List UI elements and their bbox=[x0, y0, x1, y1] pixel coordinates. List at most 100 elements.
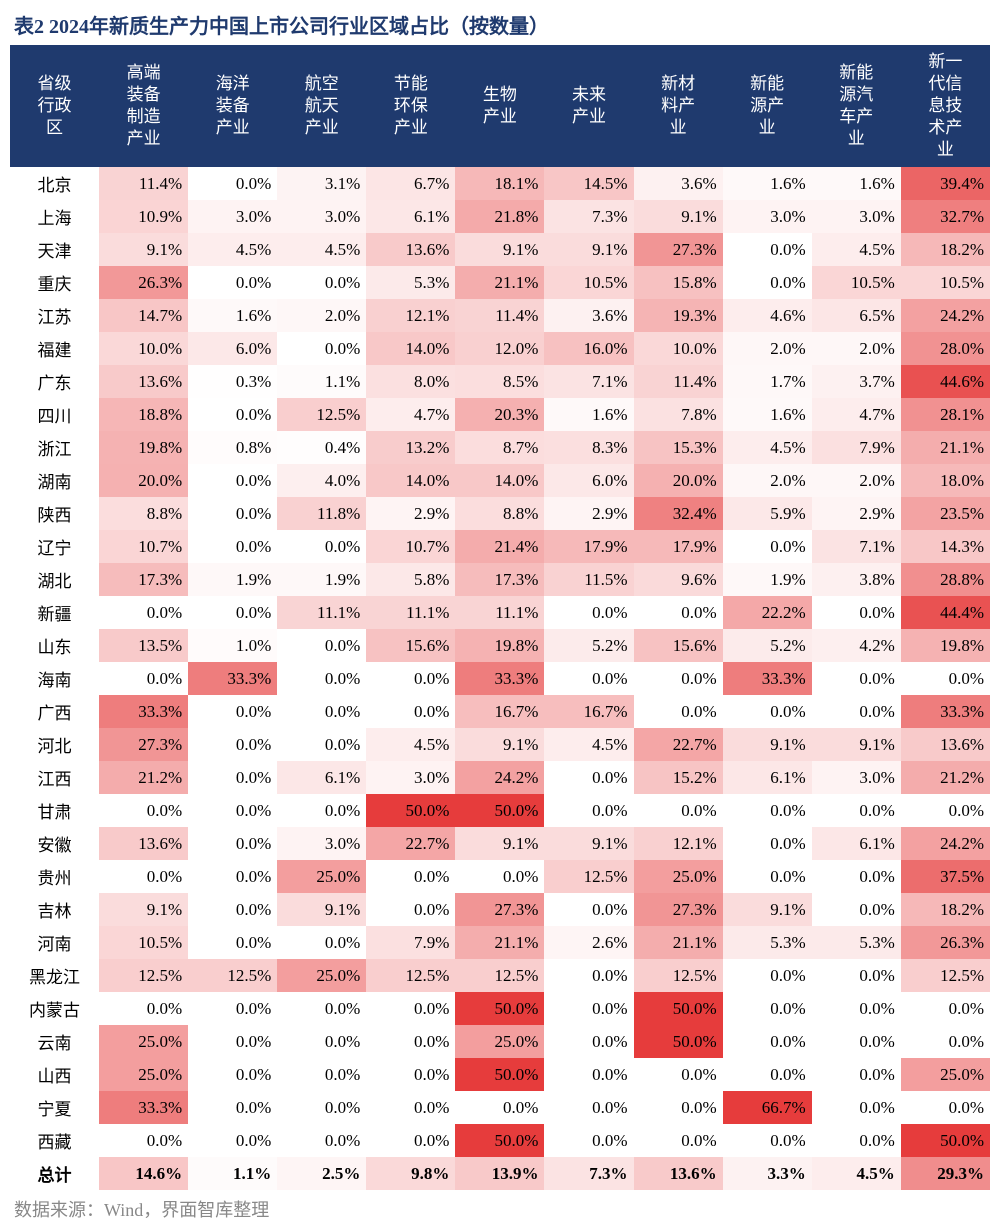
data-cell: 0.0% bbox=[723, 794, 812, 827]
data-cell: 19.3% bbox=[634, 299, 723, 332]
data-cell: 1.6% bbox=[188, 299, 277, 332]
data-cell: 8.8% bbox=[99, 497, 188, 530]
data-cell: 2.0% bbox=[812, 464, 901, 497]
data-cell: 6.1% bbox=[812, 827, 901, 860]
row-header: 吉林 bbox=[10, 893, 99, 926]
data-cell: 0.0% bbox=[277, 926, 366, 959]
data-cell: 0.0% bbox=[812, 992, 901, 1025]
data-cell: 12.0% bbox=[455, 332, 544, 365]
table-row: 陕西8.8%0.0%11.8%2.9%8.8%2.9%32.4%5.9%2.9%… bbox=[10, 497, 990, 530]
data-cell: 21.2% bbox=[901, 761, 990, 794]
data-cell: 3.7% bbox=[812, 365, 901, 398]
data-cell: 0.0% bbox=[723, 959, 812, 992]
data-cell: 21.1% bbox=[455, 266, 544, 299]
data-cell: 9.1% bbox=[455, 827, 544, 860]
data-cell: 0.0% bbox=[812, 1058, 901, 1091]
data-cell: 0.0% bbox=[901, 992, 990, 1025]
data-cell: 1.1% bbox=[277, 365, 366, 398]
table-row: 甘肃0.0%0.0%0.0%50.0%50.0%0.0%0.0%0.0%0.0%… bbox=[10, 794, 990, 827]
data-cell: 0.0% bbox=[723, 992, 812, 1025]
data-cell: 0.0% bbox=[812, 596, 901, 629]
data-cell: 12.1% bbox=[634, 827, 723, 860]
data-cell: 10.5% bbox=[812, 266, 901, 299]
row-header: 重庆 bbox=[10, 266, 99, 299]
row-header: 陕西 bbox=[10, 497, 99, 530]
data-cell: 12.5% bbox=[99, 959, 188, 992]
data-cell: 9.6% bbox=[634, 563, 723, 596]
data-cell: 4.7% bbox=[812, 398, 901, 431]
data-cell: 0.0% bbox=[188, 728, 277, 761]
data-cell: 10.7% bbox=[99, 530, 188, 563]
data-cell: 0.0% bbox=[544, 1025, 633, 1058]
data-cell: 0.0% bbox=[277, 1091, 366, 1124]
table-row: 海南0.0%33.3%0.0%0.0%33.3%0.0%0.0%33.3%0.0… bbox=[10, 662, 990, 695]
data-cell: 4.5% bbox=[366, 728, 455, 761]
data-cell: 12.5% bbox=[277, 398, 366, 431]
data-cell: 3.0% bbox=[277, 827, 366, 860]
data-cell: 21.1% bbox=[634, 926, 723, 959]
col-header: 未来产业 bbox=[544, 45, 633, 167]
data-cell: 14.0% bbox=[366, 332, 455, 365]
data-cell: 9.1% bbox=[634, 200, 723, 233]
data-cell: 0.0% bbox=[812, 959, 901, 992]
data-cell: 0.0% bbox=[188, 464, 277, 497]
data-cell: 28.0% bbox=[901, 332, 990, 365]
data-cell: 20.0% bbox=[99, 464, 188, 497]
data-cell: 2.0% bbox=[277, 299, 366, 332]
data-cell: 33.3% bbox=[99, 695, 188, 728]
data-cell: 18.2% bbox=[901, 893, 990, 926]
data-cell: 0.0% bbox=[901, 662, 990, 695]
data-cell: 3.1% bbox=[277, 167, 366, 200]
heatmap-table: 省级行政区高端装备制造产业海洋装备产业航空航天产业节能环保产业生物产业未来产业新… bbox=[10, 45, 990, 1190]
data-cell: 5.2% bbox=[544, 629, 633, 662]
data-cell: 0.0% bbox=[277, 695, 366, 728]
data-cell: 20.3% bbox=[455, 398, 544, 431]
table-row: 福建10.0%6.0%0.0%14.0%12.0%16.0%10.0%2.0%2… bbox=[10, 332, 990, 365]
data-cell: 0.0% bbox=[188, 398, 277, 431]
data-cell: 19.8% bbox=[455, 629, 544, 662]
row-header: 海南 bbox=[10, 662, 99, 695]
data-cell: 0.0% bbox=[188, 794, 277, 827]
data-cell: 1.9% bbox=[723, 563, 812, 596]
table-row: 江西21.2%0.0%6.1%3.0%24.2%0.0%15.2%6.1%3.0… bbox=[10, 761, 990, 794]
data-cell: 9.1% bbox=[277, 893, 366, 926]
data-cell: 13.6% bbox=[901, 728, 990, 761]
data-cell: 4.5% bbox=[812, 1157, 901, 1190]
data-cell: 0.0% bbox=[277, 530, 366, 563]
data-cell: 11.4% bbox=[455, 299, 544, 332]
table-row: 广东13.6%0.3%1.1%8.0%8.5%7.1%11.4%1.7%3.7%… bbox=[10, 365, 990, 398]
data-cell: 9.1% bbox=[99, 893, 188, 926]
data-cell: 25.0% bbox=[277, 860, 366, 893]
data-cell: 15.2% bbox=[634, 761, 723, 794]
data-cell: 13.5% bbox=[99, 629, 188, 662]
table-row: 广西33.3%0.0%0.0%0.0%16.7%16.7%0.0%0.0%0.0… bbox=[10, 695, 990, 728]
data-cell: 0.0% bbox=[812, 893, 901, 926]
data-cell: 5.3% bbox=[723, 926, 812, 959]
data-cell: 0.0% bbox=[99, 992, 188, 1025]
data-cell: 26.3% bbox=[901, 926, 990, 959]
data-cell: 13.6% bbox=[634, 1157, 723, 1190]
data-cell: 19.8% bbox=[99, 431, 188, 464]
data-cell: 0.0% bbox=[366, 662, 455, 695]
data-cell: 0.0% bbox=[188, 1091, 277, 1124]
col-header: 新一代信息技术产业 bbox=[901, 45, 990, 167]
data-cell: 0.0% bbox=[812, 860, 901, 893]
data-cell: 0.0% bbox=[812, 794, 901, 827]
data-cell: 0.0% bbox=[277, 1025, 366, 1058]
data-cell: 0.0% bbox=[99, 662, 188, 695]
row-header: 上海 bbox=[10, 200, 99, 233]
row-header: 河北 bbox=[10, 728, 99, 761]
data-cell: 2.0% bbox=[812, 332, 901, 365]
row-header: 宁夏 bbox=[10, 1091, 99, 1124]
table-row: 云南25.0%0.0%0.0%0.0%25.0%0.0%50.0%0.0%0.0… bbox=[10, 1025, 990, 1058]
data-cell: 10.5% bbox=[544, 266, 633, 299]
data-cell: 0.0% bbox=[634, 1058, 723, 1091]
data-cell: 12.5% bbox=[901, 959, 990, 992]
data-cell: 11.1% bbox=[455, 596, 544, 629]
data-cell: 0.0% bbox=[544, 1058, 633, 1091]
table-row: 浙江19.8%0.8%0.4%13.2%8.7%8.3%15.3%4.5%7.9… bbox=[10, 431, 990, 464]
data-cell: 24.2% bbox=[901, 299, 990, 332]
data-cell: 33.3% bbox=[455, 662, 544, 695]
data-cell: 37.5% bbox=[901, 860, 990, 893]
data-cell: 50.0% bbox=[901, 1124, 990, 1157]
